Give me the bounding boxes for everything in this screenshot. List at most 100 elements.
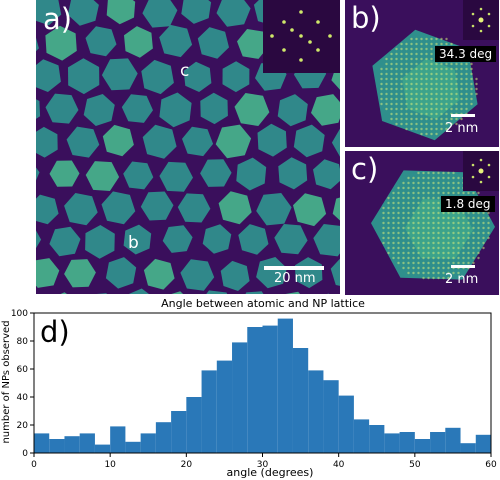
atom-column <box>457 176 460 180</box>
atom-column <box>407 266 410 270</box>
atom-column <box>440 122 443 126</box>
atom-column <box>417 186 420 190</box>
atom-column <box>412 261 415 265</box>
atom-column <box>470 72 473 76</box>
atom-column <box>457 241 460 245</box>
atom-column <box>402 186 405 190</box>
atom-column <box>407 221 410 225</box>
y-tick-label: 40 <box>17 393 29 403</box>
atom-column <box>387 246 390 250</box>
atom-column <box>385 107 388 111</box>
y-tick-label: 60 <box>17 365 29 375</box>
nanoparticle <box>45 93 79 124</box>
atom-column <box>425 42 428 46</box>
fft-spot <box>479 158 483 162</box>
atom-column <box>432 181 435 185</box>
histogram-bar <box>384 433 400 453</box>
atom-column <box>482 211 485 215</box>
atom-column <box>457 226 460 230</box>
atom-column <box>477 216 480 220</box>
atom-column <box>392 196 395 200</box>
atom-column <box>407 241 410 245</box>
nanoparticle <box>182 126 214 157</box>
atom-column <box>447 271 450 275</box>
histogram-bar <box>171 411 187 453</box>
nanoparticle <box>128 288 149 294</box>
nanoparticle <box>102 124 134 157</box>
atom-column <box>420 132 423 136</box>
y-tick-label: 20 <box>17 421 29 431</box>
atom-column <box>430 57 433 61</box>
atom-column <box>382 221 385 225</box>
atom-column <box>415 102 418 106</box>
atom-column <box>390 77 393 81</box>
atom-column <box>407 176 410 180</box>
atom-column <box>405 42 408 46</box>
x-tick-label: 0 <box>31 460 37 470</box>
atom-column <box>465 77 468 81</box>
atom-column <box>465 97 468 101</box>
atom-column <box>410 112 413 116</box>
atom-column <box>432 221 435 225</box>
atom-column <box>420 82 423 86</box>
atom-column <box>445 107 448 111</box>
nanoparticle <box>45 25 77 61</box>
fft-spot <box>471 12 475 16</box>
x-axis-label: angle (degrees) <box>227 466 314 479</box>
atom-column <box>477 236 480 240</box>
atom-column <box>432 211 435 215</box>
atom-column <box>415 127 418 131</box>
atom-column <box>430 122 433 126</box>
atom-column <box>400 117 403 121</box>
histogram-bar <box>430 432 446 453</box>
atom-column <box>390 102 393 106</box>
atom-column <box>402 246 405 250</box>
nanoparticle <box>278 157 308 190</box>
atom-column <box>405 77 408 81</box>
atom-column <box>470 97 473 101</box>
atom-column <box>397 251 400 255</box>
atom-column <box>487 226 490 230</box>
atom-column <box>442 211 445 215</box>
atom-column <box>442 261 445 265</box>
atom-column <box>435 107 438 111</box>
atom-column <box>432 186 435 190</box>
atom-column <box>397 246 400 250</box>
atom-column <box>430 42 433 46</box>
atom-column <box>447 231 450 235</box>
atom-column <box>425 112 428 116</box>
atom-column <box>447 226 450 230</box>
atom-column <box>412 191 415 195</box>
atom-column <box>440 97 443 101</box>
atom-column <box>417 256 420 260</box>
atom-column <box>440 82 443 86</box>
atom-column <box>447 236 450 240</box>
atom-column <box>432 231 435 235</box>
fft-spot <box>471 175 475 179</box>
atom-column <box>435 97 438 101</box>
atom-column <box>467 251 470 255</box>
nanoparticle <box>285 291 301 294</box>
atom-column <box>437 241 440 245</box>
atom-column <box>477 211 480 215</box>
nanoparticle <box>218 191 252 225</box>
atom-column <box>477 241 480 245</box>
scale-bar <box>451 265 475 268</box>
atom-column <box>470 102 473 106</box>
panel-b-image: b) 34.3 deg 2 nm <box>345 0 499 147</box>
atom-column <box>387 236 390 240</box>
atom-column <box>417 236 420 240</box>
atom-column <box>472 241 475 245</box>
atom-column <box>397 211 400 215</box>
atom-column <box>380 87 383 91</box>
atom-column <box>417 176 420 180</box>
histogram-bar <box>414 439 431 453</box>
atom-column <box>397 191 400 195</box>
atom-column <box>412 211 415 215</box>
atom-column <box>425 122 428 126</box>
atom-column <box>462 256 465 260</box>
atom-column <box>390 72 393 76</box>
atom-column <box>437 266 440 270</box>
atom-column <box>487 231 490 235</box>
atom-column <box>417 251 420 255</box>
